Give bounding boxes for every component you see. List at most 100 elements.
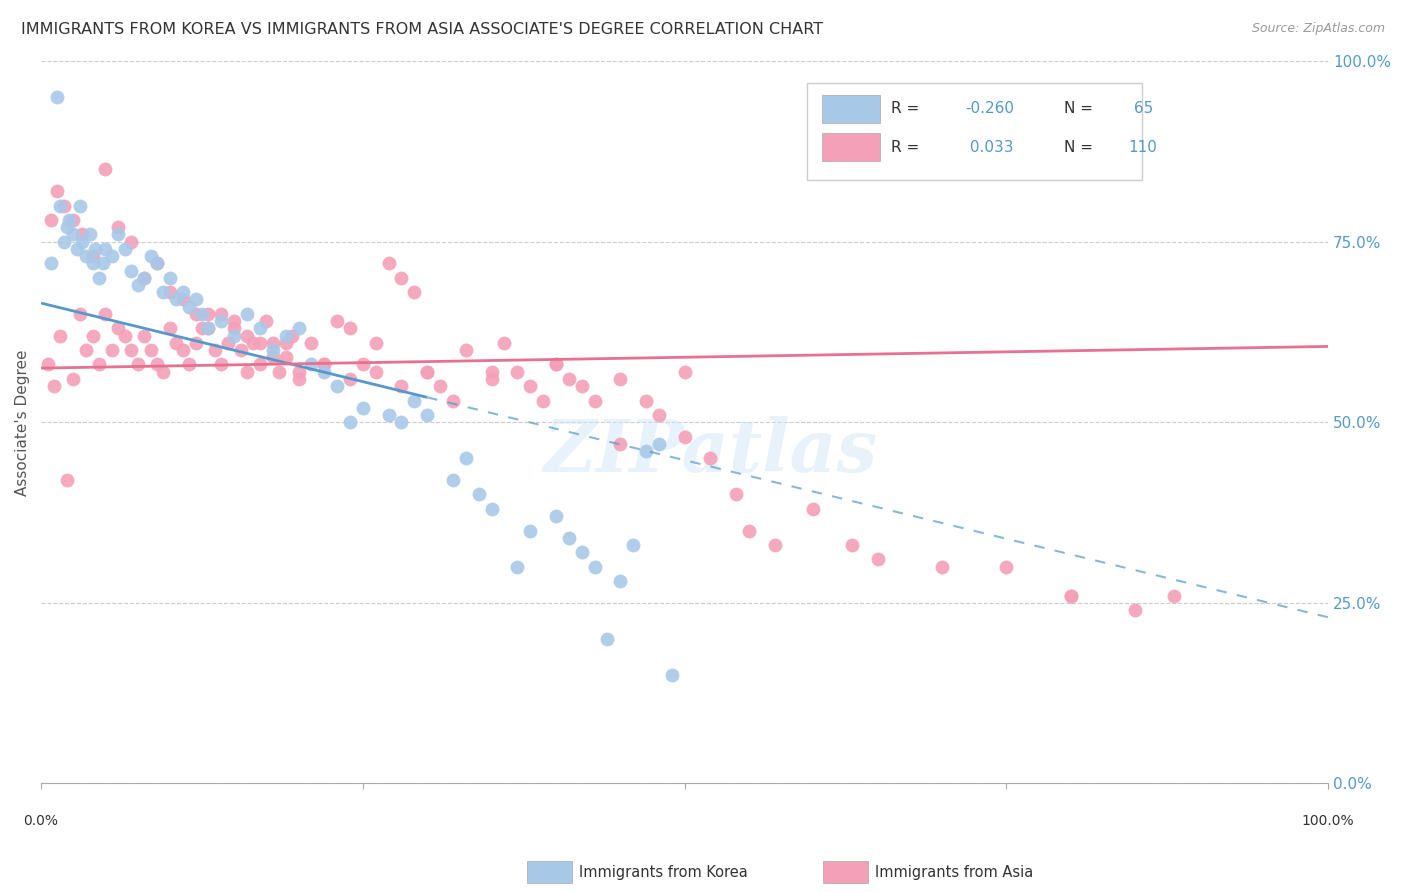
Point [494,335,516,350]
Point [481,502,503,516]
Point [339,321,361,335]
Point [120,343,142,357]
Point [416,365,439,379]
Point [84,242,107,256]
Point [648,437,671,451]
Point [242,335,264,350]
Point [583,393,606,408]
Point [132,328,155,343]
Point [229,343,252,357]
Text: Source: ZipAtlas.com: Source: ZipAtlas.com [1251,22,1385,36]
Point [159,285,181,300]
Point [609,372,631,386]
Point [94,162,117,177]
Point [45,184,67,198]
Point [184,335,207,350]
Text: 0.0%: 0.0% [24,814,59,828]
Point [609,437,631,451]
Point [191,321,214,335]
Point [391,379,413,393]
Point [391,270,413,285]
Point [66,242,89,256]
Point [1123,603,1146,617]
Point [404,285,426,300]
Point [87,358,110,372]
Point [42,379,65,393]
FancyBboxPatch shape [807,83,1142,180]
Point [699,451,721,466]
Point [72,227,94,242]
Point [314,365,336,379]
Point [287,372,309,386]
Point [454,343,477,357]
Point [763,538,786,552]
Point [287,321,309,335]
Point [661,668,683,682]
Point [184,293,207,307]
FancyBboxPatch shape [823,134,880,161]
Point [209,314,232,328]
Point [127,358,149,372]
Point [571,545,593,559]
Point [249,358,271,372]
Text: Immigrants from Asia: Immigrants from Asia [875,865,1033,880]
Point [326,314,349,328]
Point [673,365,696,379]
Point [287,365,309,379]
Point [801,502,824,516]
Text: 110: 110 [1129,139,1157,154]
Point [139,249,162,263]
FancyBboxPatch shape [823,95,880,122]
Point [519,524,541,538]
Point [314,358,336,372]
Point [224,321,246,335]
Point [249,335,271,350]
Point [69,307,91,321]
Point [41,256,63,270]
Point [152,285,174,300]
Point [236,307,259,321]
Point [45,90,67,104]
Point [224,328,246,343]
Point [648,408,671,422]
Point [377,256,399,270]
Point [673,430,696,444]
Point [364,365,387,379]
Text: ZIPatlas: ZIPatlas [543,416,877,487]
Point [209,358,232,372]
Point [217,335,239,350]
Point [41,213,63,227]
Point [82,328,104,343]
Point [262,343,284,357]
Point [132,270,155,285]
Point [429,379,451,393]
Point [94,307,117,321]
Point [441,393,464,408]
Point [69,198,91,212]
Point [506,365,529,379]
Point [49,198,72,212]
Point [58,213,80,227]
Point [91,256,114,270]
Point [481,372,503,386]
Point [94,242,117,256]
Point [299,335,322,350]
Point [249,321,271,335]
Point [165,335,187,350]
Point [56,220,79,235]
Point [236,328,259,343]
Point [441,473,464,487]
Point [224,314,246,328]
Point [209,307,232,321]
Point [179,300,201,314]
Point [184,307,207,321]
Point [931,559,953,574]
Point [172,343,194,357]
Text: -0.260: -0.260 [965,102,1014,116]
Y-axis label: Associate's Degree: Associate's Degree [15,349,30,496]
Point [621,538,644,552]
Text: IMMIGRANTS FROM KOREA VS IMMIGRANTS FROM ASIA ASSOCIATE'S DEGREE CORRELATION CHA: IMMIGRANTS FROM KOREA VS IMMIGRANTS FROM… [21,22,824,37]
Point [269,365,291,379]
Point [254,314,277,328]
Point [634,393,657,408]
